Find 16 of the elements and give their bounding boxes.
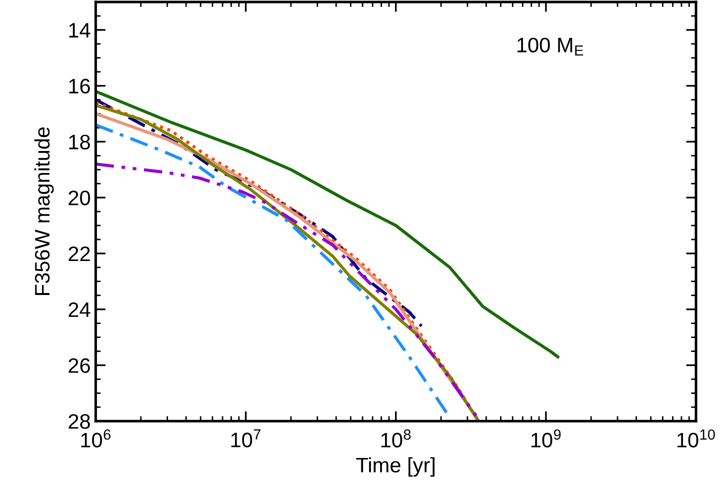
y-tick-label: 14 <box>69 23 90 38</box>
x-tick-label: 10$^{8}$ <box>381 429 411 448</box>
y-tick-label: 28 <box>68 414 90 429</box>
y-tick-label: 24 <box>68 302 90 317</box>
x-tick-label: 10$^{9}$ <box>531 429 561 448</box>
x-tick-label: 10$^{7}$ <box>231 429 260 448</box>
x-tick-label: 10$^{10}$ <box>677 429 715 448</box>
y-tick-label: 20 <box>68 190 90 206</box>
y-axis-title: F356W magnitude <box>34 127 54 295</box>
annotation: 100 M$_{E}$ <box>518 38 584 56</box>
y-tick-label: 16 <box>69 78 90 94</box>
y-tick-label: 22 <box>68 246 90 262</box>
x-axis-title: Time [yr] <box>356 457 434 477</box>
y-tick-label: 18 <box>69 134 90 150</box>
x-tick-label: 10$^{6}$ <box>81 429 110 448</box>
y-tick-label: 26 <box>68 358 90 373</box>
